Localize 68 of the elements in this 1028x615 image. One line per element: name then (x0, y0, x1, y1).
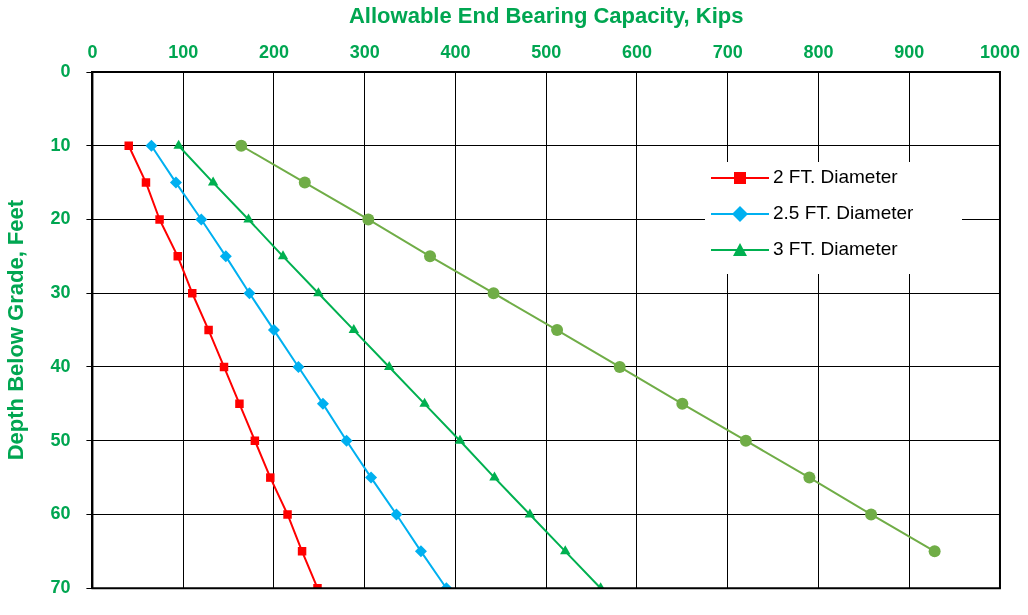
y-axis-title: Depth Below Grade, Feet (3, 199, 29, 461)
point (169, 176, 182, 189)
x-tick-label: 100 (168, 42, 199, 63)
point (283, 510, 292, 519)
point (340, 434, 353, 447)
point (124, 141, 133, 150)
y-tick-label: 40 (50, 355, 71, 376)
point (803, 471, 816, 484)
point (195, 213, 208, 226)
y-tick-label: 50 (50, 429, 71, 450)
point (235, 139, 248, 152)
legend-label: 3 FT. Diameter (772, 238, 899, 260)
point (454, 434, 466, 444)
x-tick-label: 200 (258, 42, 289, 63)
point (928, 545, 941, 558)
point (362, 213, 375, 226)
point (173, 139, 184, 149)
point (298, 176, 311, 189)
x-tick-label: 700 (712, 42, 743, 63)
point (277, 250, 289, 260)
point (424, 250, 437, 263)
legend-label: 2.5 FT. Diameter (772, 202, 915, 224)
point (250, 436, 260, 445)
point (219, 250, 232, 263)
point (235, 399, 244, 409)
point (155, 215, 164, 224)
point (204, 325, 213, 335)
x-tick-label: 300 (349, 42, 380, 63)
point (267, 324, 280, 337)
point (316, 397, 329, 410)
legend-label: 2 FT. Diameter (772, 166, 899, 188)
y-tick-label: 20 (50, 208, 71, 229)
point (739, 434, 752, 447)
point (390, 508, 403, 521)
point (243, 287, 256, 300)
x-tick-label: 800 (803, 42, 834, 63)
point (419, 397, 430, 407)
point (865, 508, 878, 521)
x-axis-title: Allowable End Bearing Capacity, Kips (348, 3, 744, 29)
point (207, 176, 219, 186)
point (313, 287, 324, 297)
point (489, 471, 500, 481)
point (613, 360, 626, 373)
point (145, 139, 158, 152)
point (141, 178, 151, 187)
x-tick-label: 400 (440, 42, 471, 63)
point (348, 324, 359, 334)
point (676, 397, 689, 410)
y-tick-label: 10 (50, 134, 71, 155)
x-tick-label: 0 (87, 42, 98, 63)
x-tick-label: 500 (531, 42, 562, 63)
point (365, 471, 378, 484)
x-tick-label: 900 (894, 42, 925, 63)
point (414, 545, 427, 558)
point (384, 360, 395, 370)
point (487, 287, 500, 300)
y-tick-label: 60 (50, 503, 71, 524)
point (560, 545, 571, 555)
y-tick-label: 70 (50, 577, 71, 598)
x-tick-label: 600 (621, 42, 652, 63)
point (173, 252, 182, 261)
point (551, 324, 564, 337)
x-tick-label: 1000 (979, 42, 1020, 63)
y-tick-label: 30 (50, 282, 71, 303)
point (297, 547, 307, 556)
point (292, 360, 305, 373)
point (266, 473, 275, 482)
y-tick-label: 0 (60, 60, 71, 81)
